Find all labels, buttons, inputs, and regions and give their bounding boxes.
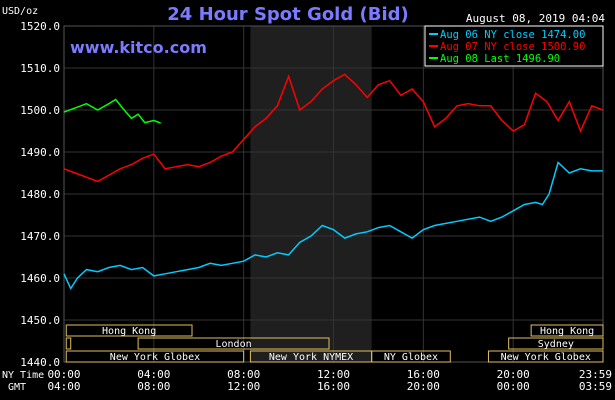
x-axis-ticks: 00:0004:0004:0008:0008:0012:0012:0016:00… [47, 368, 612, 393]
market-session-label: New York NYMEX [269, 352, 353, 363]
x-tick-label-gmt: 00:00 [497, 380, 530, 393]
website-label: www.kitco.com [70, 38, 207, 57]
market-session-label: New York Globex [110, 352, 200, 363]
market-session-label: London [215, 339, 251, 350]
series-line [63, 98, 161, 124]
market-session-box [371, 350, 451, 363]
series-line [63, 73, 604, 183]
x-tick-label-gmt: 03:59 [579, 380, 612, 393]
market-session-box [65, 337, 72, 350]
y-axis-label: USD/oz [2, 6, 38, 17]
market-session-box [508, 337, 604, 350]
x-tick-label-ny: 04:00 [137, 368, 170, 381]
market-session-label: NY Globex [384, 352, 438, 363]
y-tick-label: 1460.0 [20, 272, 60, 285]
chart-timestamp: August 08, 2019 04:04 [466, 12, 605, 25]
price-series [63, 73, 604, 291]
x-row-label-ny: NY Time [2, 370, 44, 381]
y-tick-label: 1510.0 [20, 62, 60, 75]
market-session-label: Hong Kong [540, 326, 594, 337]
legend-box [424, 25, 604, 67]
x-tick-label-gmt: 12:00 [227, 380, 260, 393]
x-tick-label-gmt: 20:00 [407, 380, 440, 393]
y-tick-label: 1480.0 [20, 188, 60, 201]
y-tick-label: 1500.0 [20, 104, 60, 117]
y-tick-label: 1490.0 [20, 146, 60, 159]
x-tick-label-ny: 00:00 [47, 368, 80, 381]
x-tick-label-ny: 16:00 [407, 368, 440, 381]
x-tick-label-ny: 12:00 [317, 368, 350, 381]
market-session-box [65, 324, 193, 337]
series-line [63, 161, 603, 291]
market-session-label: Hong Kong [102, 326, 156, 337]
x-tick-label-ny: 08:00 [227, 368, 260, 381]
market-session-box [137, 337, 330, 350]
y-axis-ticks: 1520.0 1510.0 1500.0 1490.0 1480.0 1470.0 1460… [20, 20, 60, 369]
x-tick-label-ny: 23:59 [579, 368, 612, 381]
market-session-label: Sydney [538, 339, 574, 350]
legend-entry: Aug 07 NY close 1500.90 [440, 41, 585, 53]
market-session-box [530, 324, 604, 337]
market-sessions: Hong Kong Hong Kong London Sydney New York G… [65, 324, 604, 363]
y-tick-label: 1440.0 [20, 356, 60, 369]
x-row-label-gmt: GMT [8, 382, 26, 393]
y-tick-label: 1470.0 [20, 230, 60, 243]
market-session-label: New York Globex [501, 352, 591, 363]
chart-title: 24 Hour Spot Gold (Bid) [167, 4, 408, 25]
x-tick-label-gmt: 16:00 [317, 380, 350, 393]
x-tick-label-ny: 20:00 [497, 368, 530, 381]
x-tick-label-gmt: 08:00 [137, 380, 170, 393]
market-session-box [487, 350, 604, 363]
y-tick-label: 1520.0 [20, 20, 60, 33]
y-tick-label: 1450.0 [20, 314, 60, 327]
legend-entry: Aug 06 NY close 1474.00 [440, 29, 585, 41]
market-session-box [65, 350, 245, 363]
legend-entry: Aug 08 Last 1496.90 [440, 53, 560, 65]
x-tick-label-gmt: 04:00 [47, 380, 80, 393]
